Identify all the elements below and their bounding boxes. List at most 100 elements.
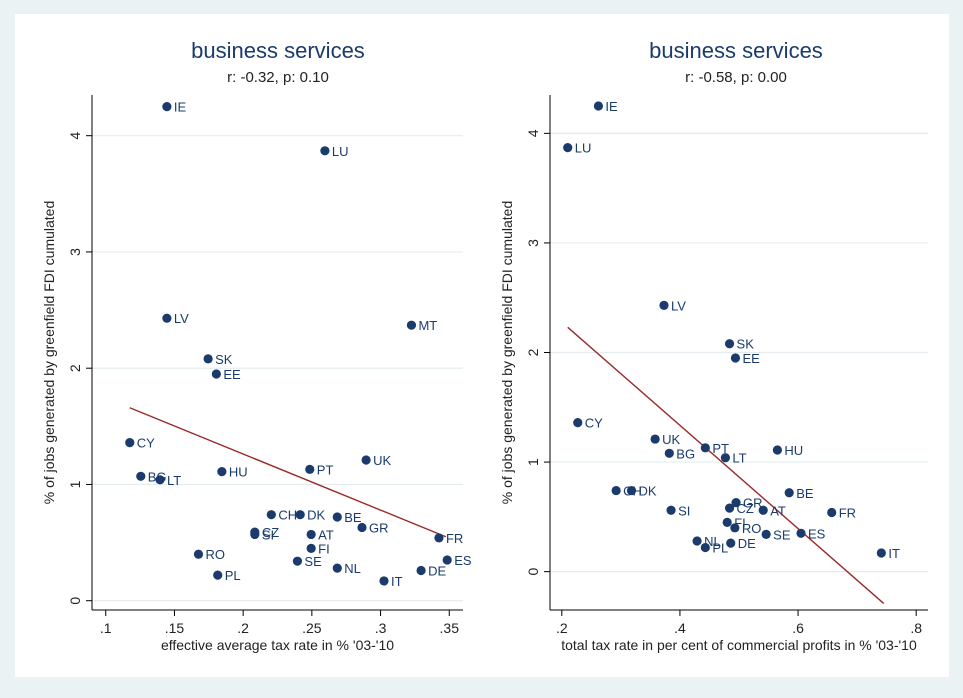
panel1-point-si (250, 529, 260, 540)
panel2-y-tick-label-4: 4 (525, 129, 541, 137)
panel2-point-label-hu: HU (784, 443, 803, 458)
panel2-point-label-dk: DK (639, 484, 657, 499)
panel1-subtitle: r: -0.32, p: 0.10 (227, 69, 329, 86)
panel2-point-label-uk: UK (662, 432, 680, 447)
panel1-point-label-si: SI (262, 527, 274, 542)
panel1-point-label-lv: LV (174, 311, 189, 326)
panel2-x-axis-title: total tax rate in per cent of commercial… (561, 637, 917, 653)
panel1-y-tick-label-0: 0 (67, 597, 83, 605)
panel1-point-ro (193, 549, 204, 559)
panel2-point-label-se: SE (773, 527, 791, 542)
panel1-y-tick-label-3: 3 (67, 248, 83, 256)
panel1-x-tick-label-1: .15 (165, 620, 185, 636)
panel1-y-tick-label-4: 4 (67, 132, 83, 140)
panel2-point-label-ee: EE (742, 351, 760, 366)
panel1-point-pl (213, 570, 223, 580)
panel2-point-sk (724, 339, 735, 349)
panel2-point-nl (692, 536, 702, 546)
panel1-point-label-es: ES (454, 553, 472, 568)
panel1-point-at (306, 529, 316, 540)
panel2-point-label-it: IT (888, 546, 900, 561)
panel2-point-label-sk: SK (737, 337, 755, 352)
panel2-point-fr (827, 507, 837, 518)
panel1-point-be (332, 512, 342, 522)
panel2-y-tick-label-2: 2 (525, 348, 541, 356)
panel2-point-bg (664, 448, 674, 458)
panel2-x-tick-label-2: .6 (792, 620, 804, 636)
panel2-point-cz (724, 503, 735, 513)
panel2-point-es (796, 528, 806, 538)
panel1-point-label-pl: PL (225, 568, 241, 583)
panel1-fit-line (129, 407, 447, 538)
panel1-point-label-nl: NL (344, 561, 361, 576)
panel1-point-label-it: IT (391, 574, 403, 589)
panel1-point-label-se: SE (304, 554, 322, 569)
panel1-point-label-pt: PT (317, 462, 334, 477)
panel2-point-be (784, 488, 794, 498)
panel2-point-label-at: AT (770, 503, 786, 518)
panel1-point-lu (320, 146, 330, 156)
panel2-x-tick-label-0: .2 (556, 620, 568, 636)
panel1-x-tick-label-0: .1 (100, 620, 112, 636)
panel1-point-lv (162, 313, 172, 323)
panel2-point-label-lt: LT (732, 451, 746, 466)
panel1-point-it (379, 576, 389, 586)
panel1-point-label-be: BE (344, 510, 362, 525)
panel2-point-label-cz: CZ (737, 501, 754, 516)
panel2-title: business services (649, 38, 823, 63)
panel2-point-label-ie: IE (605, 99, 618, 114)
panel1-point-label-lt: LT (167, 473, 181, 488)
panel1-point-ie (162, 102, 172, 112)
panel1-point-label-fi: FI (318, 541, 330, 556)
panel2-point-ee (730, 353, 741, 363)
panel2-point-ch (611, 485, 621, 496)
panel1-point-label-ie: IE (174, 100, 187, 115)
panel1-point-uk (361, 455, 371, 465)
panel1-point-label-de: DE (428, 563, 446, 578)
panel1-point-label-fr: FR (446, 531, 463, 546)
panel1-point-label-mt: MT (418, 318, 437, 333)
panel1-point-label-ro: RO (205, 547, 225, 562)
panel2-subtitle: r: -0.58, p: 0.00 (685, 69, 787, 86)
panel2-point-uk (650, 434, 660, 444)
panel1-x-tick-label-3: .25 (302, 620, 322, 636)
panel2-point-cy (573, 418, 583, 428)
panel2-point-at (758, 505, 768, 515)
panel1-point-fr (434, 533, 444, 543)
panel1-point-ee (211, 369, 221, 379)
panel2-point-gr (731, 498, 741, 508)
panel1-point-label-hu: HU (229, 465, 248, 480)
panel2-point-label-fr: FR (839, 505, 856, 520)
panel2-point-label-ro: RO (742, 521, 762, 536)
panel2-point-pt (700, 443, 710, 453)
panel2-x-tick-label-1: .4 (674, 620, 686, 636)
panel1-point-label-uk: UK (373, 453, 391, 468)
panel1-point-nl (332, 563, 342, 573)
panel2-point-label-pl: PL (712, 541, 728, 556)
panel2-point-label-pt: PT (712, 441, 729, 456)
panel1-point-fi (306, 543, 316, 553)
panel1-point-de (416, 565, 426, 576)
panel2-point-label-de: DE (738, 536, 756, 551)
panel2-y-axis-title: % of jobs generated by greenfield FDI cu… (499, 201, 515, 505)
panel1-x-tick-label-2: .2 (237, 620, 249, 636)
panel2-point-label-cy: CY (585, 416, 603, 431)
panel1-point-label-dk: DK (307, 508, 325, 523)
panel2-y-tick-label-1: 1 (525, 458, 541, 466)
panel1-x-tick-label-5: .35 (440, 620, 460, 636)
panel1-point-label-sk: SK (215, 352, 233, 367)
panel1-y-tick-label-1: 1 (67, 480, 83, 488)
panel2-fit-line (567, 326, 885, 604)
panel2-point-de (726, 538, 736, 548)
panel1-point-label-cy: CY (137, 436, 155, 451)
panel1-point-hu (217, 467, 227, 477)
panel2-point-lv (659, 300, 669, 310)
panel1-point-sk (203, 354, 213, 364)
panel2-point-hu (772, 445, 782, 455)
panel1-point-ch (266, 510, 276, 520)
panel1-point-mt (406, 320, 417, 330)
panel1-x-tick-label-4: .3 (375, 620, 387, 636)
panel1-point-es (442, 555, 452, 565)
